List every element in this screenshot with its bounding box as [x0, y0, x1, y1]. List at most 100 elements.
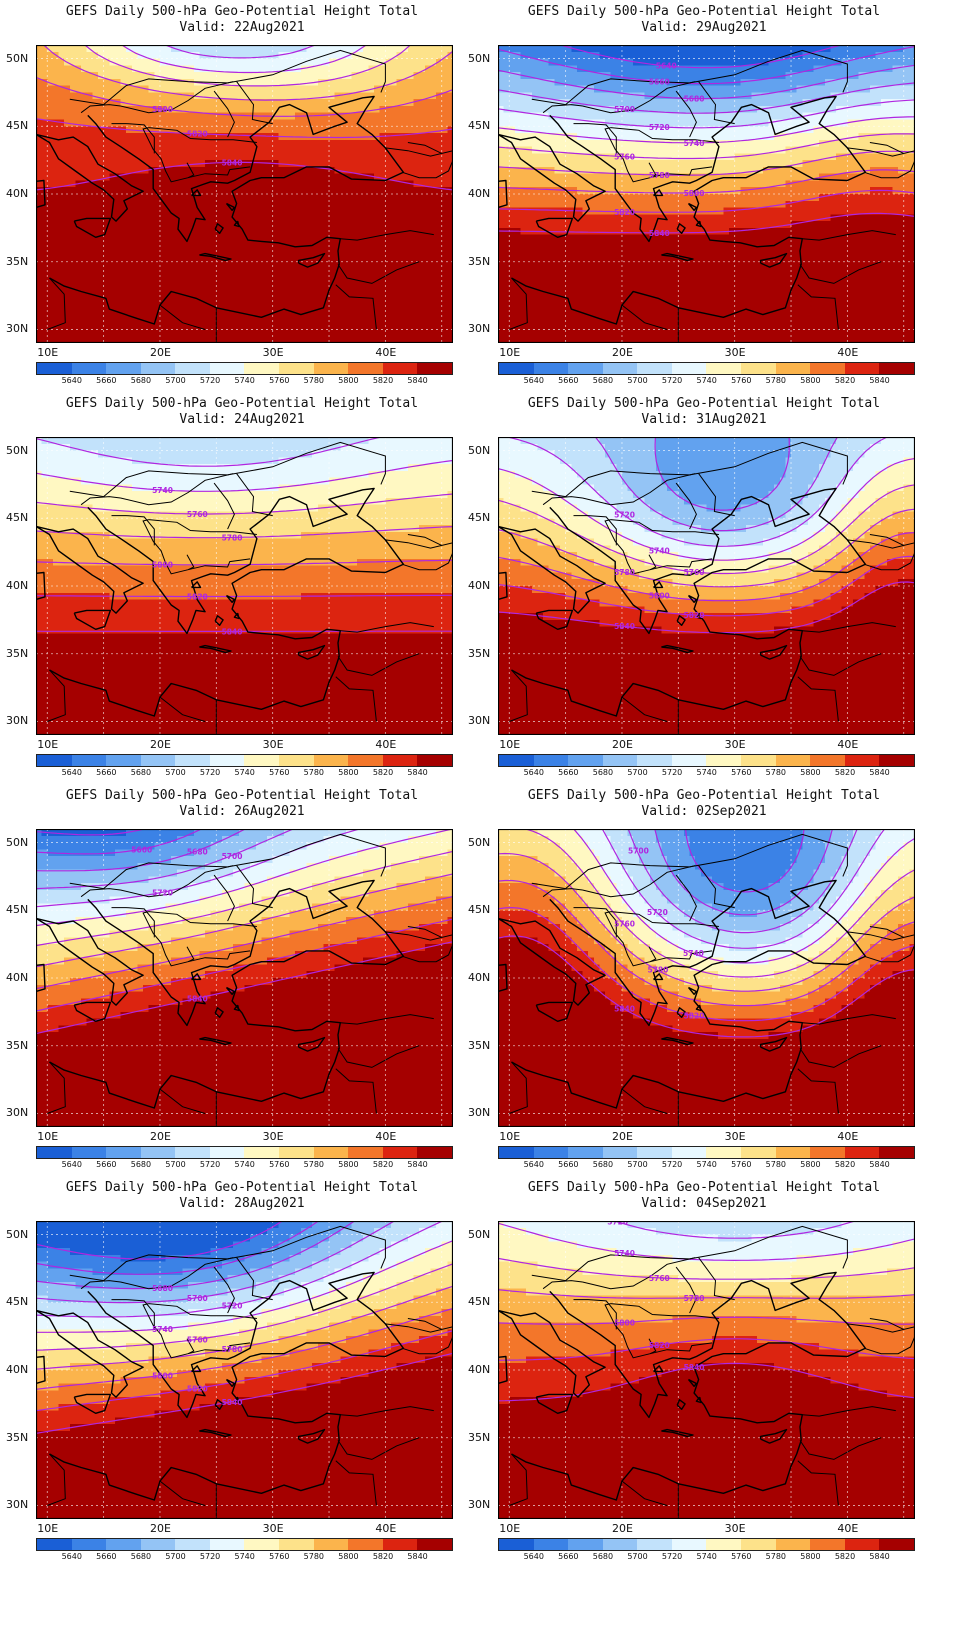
- color-scale-swatch: [37, 1539, 72, 1550]
- color-scale-bar: [36, 754, 453, 767]
- contour-label: 5800: [684, 189, 705, 198]
- height-map: 5640 5660 5680 5700 5720 5740 5760 5780 5800 5820…: [498, 45, 915, 343]
- latitude-tick-label: 40N: [6, 1363, 28, 1376]
- color-scale-label: 5660: [558, 1552, 578, 1561]
- color-scale-label: 5740: [697, 1160, 717, 1169]
- country-borders: [47, 833, 453, 1127]
- color-scale-label: 5720: [662, 376, 682, 385]
- color-scale-label: 5760: [731, 1552, 751, 1561]
- contour-5800: [36, 895, 453, 990]
- color-scale-label: 5680: [131, 376, 151, 385]
- contour-5840: [498, 1362, 915, 1402]
- color-scale-swatch: [140, 1539, 176, 1550]
- contour-label: 5740: [152, 1325, 173, 1334]
- latitude-tick-label: 45N: [468, 511, 490, 524]
- contour-label: 5840: [614, 1004, 635, 1013]
- latitude-tick-label: 50N: [468, 52, 490, 65]
- color-scale-swatch: [602, 1147, 638, 1158]
- latitude-tick-label: 50N: [468, 444, 490, 457]
- color-scale-swatch: [775, 1539, 811, 1550]
- longitude-tick-label: 30E: [725, 1522, 746, 1535]
- latitude-tick-label: 35N: [6, 647, 28, 660]
- latitude-tick-label: 45N: [468, 903, 490, 916]
- contour-label-group: 5740 5760 5780 5800 5820 5840: [152, 486, 242, 637]
- color-scale-swatch: [844, 755, 880, 766]
- color-scale-swatch: [175, 1539, 210, 1550]
- contour-5820: [36, 918, 453, 1012]
- color-scale-swatch: [810, 755, 845, 766]
- color-scale-swatch: [279, 1147, 314, 1158]
- color-scale-swatch: [671, 1539, 707, 1550]
- contour-label: 5660: [649, 78, 670, 87]
- contour-label: 5820: [187, 1385, 208, 1394]
- contour-5720: [36, 437, 381, 467]
- longitude-tick-label: 20E: [612, 738, 633, 751]
- country-borders: [509, 49, 915, 343]
- color-scale-label: 5800: [800, 376, 820, 385]
- contour-5820: [498, 1338, 915, 1361]
- height-map: 5680 5700 5720 5740 5760 5780 5800 5820 5840: [36, 1221, 453, 1519]
- color-scale-swatch: [533, 755, 569, 766]
- contour-label: 5660: [131, 845, 152, 854]
- latitude-tick-label: 30N: [6, 714, 28, 727]
- contour-5700: [594, 437, 838, 532]
- longitude-tick-label: 30E: [263, 1522, 284, 1535]
- shaded-height-cells: [36, 437, 453, 735]
- panel-title: GEFS Daily 500-hPa Geo-Potential Height …: [464, 1180, 944, 1196]
- coastlines: [36, 95, 405, 325]
- latitude-tick-label: 45N: [468, 1295, 490, 1308]
- color-scale-swatch: [637, 1539, 672, 1550]
- contour-label: 5700: [187, 1294, 208, 1303]
- color-scale-label: 5800: [800, 1160, 820, 1169]
- color-scale-label: 5760: [731, 376, 751, 385]
- color-scale-bar: [36, 1146, 453, 1159]
- color-scale-swatch: [499, 363, 534, 374]
- contour-5700: [627, 829, 858, 934]
- contour-label: 5800: [152, 561, 173, 570]
- color-scale-swatch: [417, 755, 452, 766]
- color-scale-swatch: [844, 1147, 880, 1158]
- color-scale-label: 5680: [593, 1160, 613, 1169]
- contour-label: 5800: [614, 1318, 635, 1327]
- color-scale-swatch: [244, 1147, 280, 1158]
- contour-label-group: 5640 5660 5680 5700 5720 5740 5760 5780 5800 5820…: [614, 62, 704, 238]
- longitude-tick-label: 30E: [263, 738, 284, 751]
- color-scale-label: 5780: [304, 1552, 324, 1561]
- longitude-tick-label: 40E: [837, 346, 858, 359]
- color-scale-label: 5820: [835, 768, 855, 777]
- color-scale-swatch: [568, 363, 603, 374]
- color-scale-label: 5660: [96, 1160, 116, 1169]
- color-scale-swatch: [279, 755, 314, 766]
- panel-title: GEFS Daily 500-hPa Geo-Potential Height …: [464, 4, 944, 20]
- color-scale-swatch: [382, 755, 418, 766]
- color-scale-label: 5680: [131, 1552, 151, 1561]
- color-scale-label: 5740: [235, 1552, 255, 1561]
- color-scale-swatch: [533, 1147, 569, 1158]
- height-map: 5740 5760 5780 5800 5820 5840: [36, 437, 453, 735]
- color-scale-label: 5660: [558, 376, 578, 385]
- height-map: 5720 5740 5760 5780 5800 5820 5840: [498, 1221, 915, 1519]
- contour-5760: [498, 133, 915, 160]
- color-scale-swatch: [140, 1147, 176, 1158]
- color-scale-label: 5840: [869, 376, 889, 385]
- latitude-tick-label: 30N: [468, 322, 490, 335]
- contour-5820: [36, 118, 453, 139]
- color-scale-swatch: [175, 1147, 210, 1158]
- panel-valid-date: Valid: 28Aug2021: [2, 1196, 482, 1212]
- height-map: 5800 5820 5840: [36, 45, 453, 343]
- contour-label: 5840: [222, 627, 243, 636]
- contour-label: 5840: [222, 1398, 243, 1407]
- contour-label: 5780: [614, 568, 635, 577]
- longitude-tick-label: 30E: [263, 1130, 284, 1143]
- coastlines: [498, 1271, 867, 1501]
- map-panel: GEFS Daily 500-hPa Geo-Potential Height …: [464, 786, 944, 1196]
- color-scale-label: 5780: [304, 376, 324, 385]
- longitude-tick-label: 40E: [375, 1522, 396, 1535]
- panel-valid-date: Valid: 02Sep2021: [464, 804, 944, 820]
- panel-title: GEFS Daily 500-hPa Geo-Potential Height …: [464, 788, 944, 804]
- height-contours: [498, 1221, 915, 1402]
- color-scale-label: 5720: [200, 1160, 220, 1169]
- color-scale-swatch: [140, 755, 176, 766]
- panel-valid-date: Valid: 22Aug2021: [2, 20, 482, 36]
- contour-label: 5820: [187, 593, 208, 602]
